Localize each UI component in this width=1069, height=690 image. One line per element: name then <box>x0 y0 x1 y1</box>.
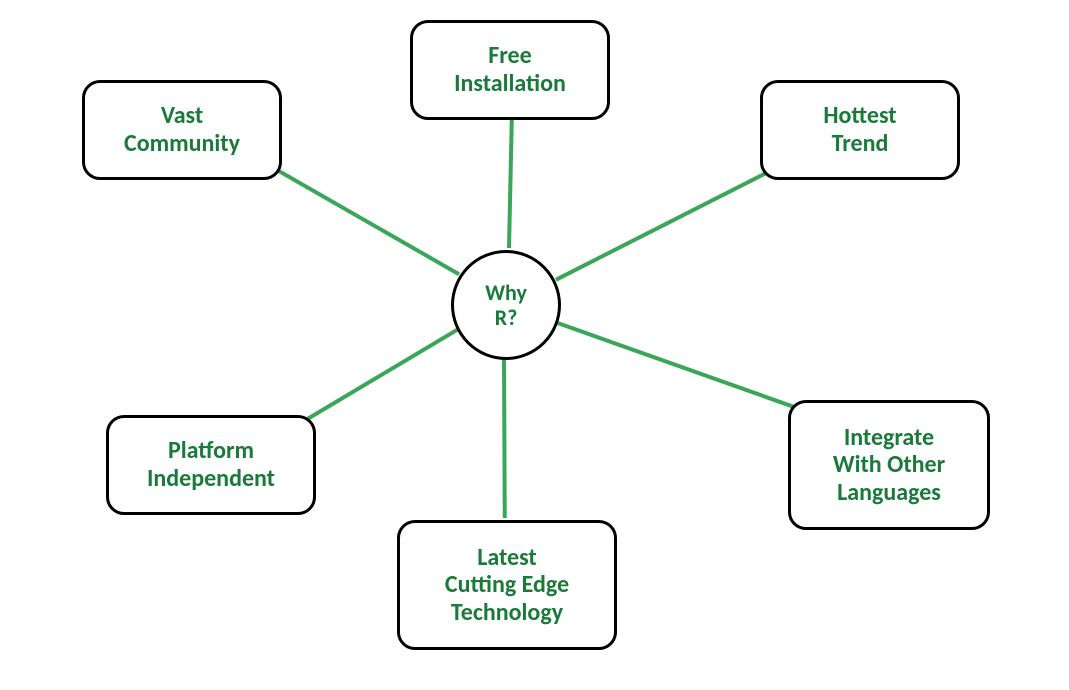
connector-integrate <box>556 321 795 409</box>
connector-free-installation <box>507 118 514 248</box>
leaf-vast-community: VastCommunity <box>82 80 282 180</box>
leaf-label: IntegrateWith OtherLanguages <box>833 424 945 507</box>
leaf-label: VastCommunity <box>124 102 240 157</box>
leaf-integrate: IntegrateWith OtherLanguages <box>788 400 990 530</box>
center-label: WhyR? <box>485 280 527 331</box>
leaf-free-installation: FreeInstallation <box>410 20 610 120</box>
center-node: WhyR? <box>451 250 561 360</box>
leaf-latest-tech: LatestCutting EdgeTechnology <box>397 520 617 650</box>
leaf-platform-indep: PlatformIndependent <box>106 415 316 515</box>
leaf-label: LatestCutting EdgeTechnology <box>445 544 569 627</box>
connector-hottest-trend <box>555 170 770 282</box>
connector-latest-tech <box>502 358 507 518</box>
connector-vast-community <box>274 167 460 276</box>
mindmap-diagram: WhyR? FreeInstallation HottestTrend Integra… <box>0 0 1069 690</box>
leaf-label: HottestTrend <box>823 102 896 157</box>
leaf-label: PlatformIndependent <box>147 437 275 492</box>
leaf-hottest-trend: HottestTrend <box>760 80 960 180</box>
leaf-label: FreeInstallation <box>454 42 566 97</box>
connector-platform-indep <box>306 328 459 421</box>
